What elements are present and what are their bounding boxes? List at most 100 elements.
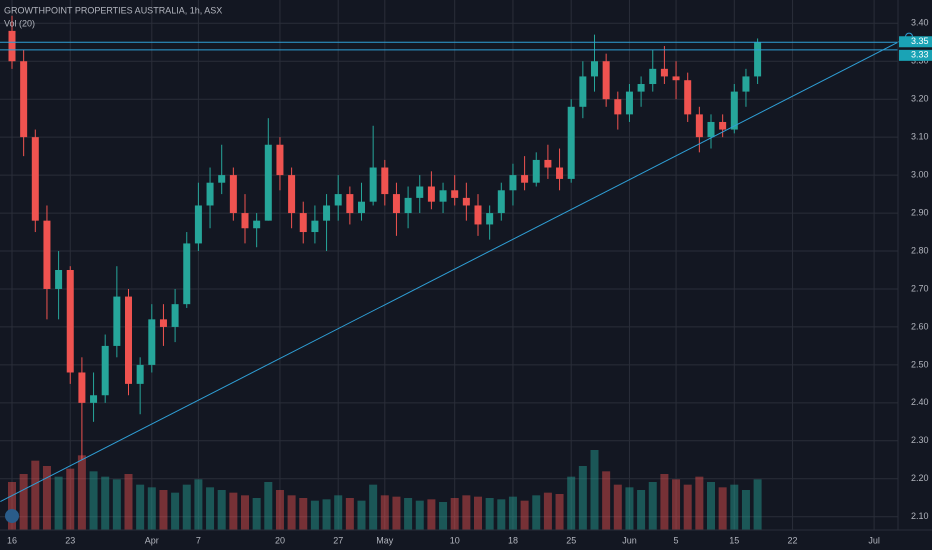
candle-body bbox=[218, 175, 226, 183]
volume-bar bbox=[730, 484, 739, 530]
volume-bar bbox=[334, 495, 343, 530]
x-tick-label: 16 bbox=[7, 535, 17, 545]
volume-bar bbox=[241, 495, 249, 530]
candle-body bbox=[8, 30, 16, 62]
x-tick-label: 27 bbox=[333, 535, 343, 545]
volume-bar bbox=[613, 484, 622, 530]
candle-body bbox=[78, 372, 86, 403]
volume-bar bbox=[543, 492, 552, 530]
candle-body bbox=[497, 190, 505, 214]
volume-bar bbox=[404, 498, 413, 530]
x-tick-label: 10 bbox=[450, 535, 460, 545]
volume-bar bbox=[124, 474, 133, 530]
candle-body bbox=[742, 76, 750, 92]
candle-body bbox=[334, 194, 342, 206]
candle-body bbox=[544, 159, 552, 168]
volume-bar bbox=[229, 492, 238, 530]
candle-body bbox=[404, 197, 412, 214]
candle-body bbox=[602, 61, 610, 100]
chart-title: GROWTHPOINT PROPERTIES AUSTRALIA, 1h, AS… bbox=[4, 5, 222, 15]
volume-bar bbox=[380, 495, 389, 530]
candle-body bbox=[194, 205, 202, 244]
volume-label: Vol (20) bbox=[4, 18, 35, 28]
candle-body bbox=[299, 213, 307, 233]
candle-body bbox=[567, 106, 575, 179]
candle-body bbox=[614, 99, 622, 115]
volume-pane bbox=[8, 450, 762, 530]
volume-bar bbox=[357, 500, 366, 530]
y-tick-label: 3.40 bbox=[911, 18, 929, 28]
candle-body bbox=[719, 121, 727, 130]
candle-body bbox=[754, 42, 762, 77]
candle-body bbox=[672, 76, 680, 81]
volume-bar bbox=[147, 487, 156, 530]
volume-bar bbox=[450, 498, 459, 530]
volume-bar bbox=[520, 500, 529, 530]
candle-body bbox=[695, 114, 703, 138]
x-tick-label: Apr bbox=[145, 535, 159, 545]
volume-bar bbox=[707, 482, 715, 530]
candle-body bbox=[229, 175, 237, 214]
candle-body bbox=[323, 205, 331, 221]
candle-body bbox=[276, 144, 284, 176]
y-tick-label: 2.50 bbox=[911, 359, 929, 369]
candle-body bbox=[509, 175, 517, 191]
volume-bar bbox=[741, 490, 750, 530]
candle-body bbox=[171, 304, 179, 327]
x-tick-label: Jul bbox=[868, 535, 880, 545]
candle-body bbox=[66, 270, 74, 373]
y-tick-label: 3.20 bbox=[911, 94, 929, 104]
candle-body bbox=[649, 68, 657, 85]
y-tick-label: 3.00 bbox=[911, 169, 929, 179]
x-tick-label: 20 bbox=[275, 535, 285, 545]
grid bbox=[0, 0, 898, 530]
candle-body bbox=[392, 194, 400, 214]
candle-body bbox=[660, 68, 668, 77]
price-tag-label: 3.33 bbox=[911, 50, 929, 60]
candle-body bbox=[358, 201, 365, 214]
volume-bar bbox=[660, 474, 669, 530]
volume-bar bbox=[672, 479, 681, 530]
y-tick-label: 3.10 bbox=[911, 132, 929, 142]
volume-bar bbox=[392, 496, 401, 530]
candle-body bbox=[101, 345, 109, 396]
volume-bar bbox=[648, 482, 657, 530]
y-tick-label: 2.30 bbox=[911, 435, 929, 445]
volume-bar bbox=[310, 500, 319, 530]
candle-body bbox=[125, 296, 132, 384]
volume-bar bbox=[275, 490, 284, 530]
candle-body bbox=[31, 137, 39, 221]
candle-body bbox=[136, 364, 144, 384]
volume-bar bbox=[474, 496, 482, 530]
candle-body bbox=[159, 319, 167, 327]
candle-body bbox=[521, 175, 529, 183]
volume-bar bbox=[625, 487, 634, 530]
candle-body bbox=[451, 190, 459, 198]
y-tick-label: 2.70 bbox=[911, 283, 929, 293]
volume-bar bbox=[101, 476, 110, 530]
volume-bar bbox=[590, 450, 599, 530]
y-tick-label: 2.20 bbox=[911, 473, 929, 483]
volume-bar bbox=[31, 460, 40, 530]
candle-body bbox=[148, 319, 156, 365]
candle-body bbox=[556, 167, 564, 179]
volume-bar bbox=[194, 479, 203, 530]
volume-bar bbox=[77, 455, 86, 530]
x-tick-label: May bbox=[376, 535, 394, 545]
volume-bar bbox=[8, 482, 16, 530]
volume-bar bbox=[427, 499, 436, 530]
volume-bar bbox=[567, 476, 576, 530]
x-tick-label: 22 bbox=[788, 535, 798, 545]
volume-bar bbox=[54, 476, 63, 530]
candle-body bbox=[253, 220, 261, 229]
volume-bar bbox=[345, 498, 354, 530]
candle-body bbox=[311, 220, 319, 233]
candle-body bbox=[730, 91, 738, 130]
volume-bar bbox=[369, 484, 378, 530]
volume-bar bbox=[497, 499, 506, 530]
candle-body bbox=[183, 243, 191, 305]
candle-body bbox=[439, 190, 447, 202]
candle-body bbox=[579, 76, 587, 107]
volume-bar bbox=[112, 479, 121, 530]
